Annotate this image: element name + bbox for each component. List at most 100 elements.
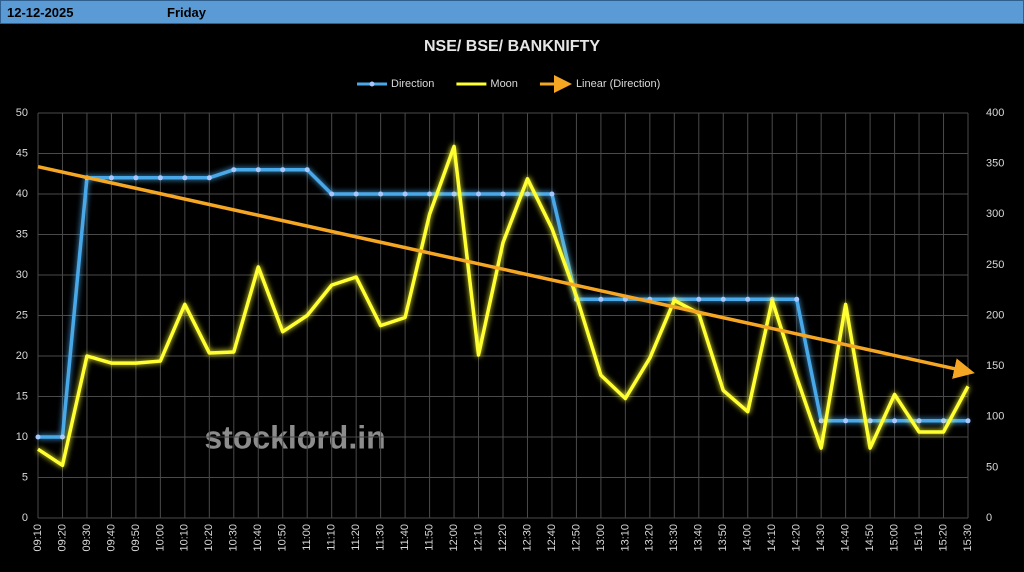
x-tick-label: 12:30: [521, 524, 533, 552]
x-tick-label: 13:10: [619, 524, 631, 552]
legend-label: Direction: [391, 78, 434, 90]
x-tick-label: 09:30: [81, 524, 93, 552]
y-tick-label: 5: [22, 471, 28, 483]
x-tick-label: 13:00: [595, 524, 607, 552]
series-marker: [182, 175, 188, 181]
series-marker: [941, 418, 947, 424]
series-marker: [843, 418, 849, 424]
x-tick-label: 11:00: [301, 524, 313, 551]
series-marker: [476, 191, 482, 197]
legend: Direction Moon Linear (Direction): [357, 75, 660, 93]
chart-title: NSE/ BSE/ BANKNIFTY: [424, 38, 600, 55]
x-tick-label: 09:40: [105, 524, 117, 552]
x-tick-label: 14:10: [766, 524, 778, 552]
series-marker: [206, 175, 212, 181]
x-tick-label: 10:20: [203, 524, 215, 552]
series-marker: [231, 167, 237, 173]
x-tick-label: 11:20: [350, 524, 362, 551]
x-tick-label: 11:30: [375, 524, 387, 551]
series-marker: [280, 167, 286, 173]
chart: NSE/ BSE/ BANKNIFTY stocklord.in 0510152…: [16, 38, 1005, 552]
x-tick-label: 11:40: [399, 524, 411, 551]
x-tick-label: 14:50: [864, 524, 876, 552]
series-marker: [451, 191, 457, 197]
y2-tick-label: 100: [986, 411, 1004, 423]
header-bar: 12-12-2025 Friday: [0, 0, 1024, 24]
series-marker: [157, 175, 163, 181]
x-tick-label: 12:40: [546, 524, 558, 552]
trendline: [37, 165, 975, 379]
y2-tick-label: 150: [986, 360, 1004, 372]
series-marker: [598, 296, 604, 302]
x-tick-label: 10:40: [252, 524, 264, 552]
series-line: [37, 144, 970, 468]
x-tick-label: 15:00: [888, 524, 900, 552]
y-tick-label: 50: [16, 107, 28, 119]
series-marker: [427, 191, 433, 197]
x-tick-label: 15:30: [962, 524, 974, 552]
x-tick-label: 12:00: [448, 524, 460, 552]
y2-tick-label: 300: [986, 208, 1004, 220]
series-marker: [35, 434, 41, 440]
date: 12-12-2025: [7, 5, 74, 20]
x-tick-label: 13:20: [644, 524, 656, 552]
x-tick-label: 14:40: [840, 524, 852, 552]
series-marker: [133, 175, 139, 181]
y-tick-label: 0: [22, 512, 28, 524]
x-tick-label: 15:10: [913, 524, 925, 552]
series-marker: [818, 418, 824, 424]
y-tick-label: 35: [16, 228, 28, 240]
series-marker: [965, 418, 971, 424]
series-marker: [304, 167, 310, 173]
y2-tick-label: 250: [986, 259, 1004, 271]
x-tick-label: 12:10: [472, 524, 484, 552]
series-marker: [353, 191, 359, 197]
x-tick-label: 10:00: [154, 524, 166, 552]
x-tick-label: 14:30: [815, 524, 827, 552]
x-tick-label: 10:50: [277, 524, 289, 552]
x-tick-label: 15:20: [937, 524, 949, 552]
series-marker: [255, 167, 261, 173]
series-marker: [745, 296, 751, 302]
series-marker: [867, 418, 873, 424]
x-tick-label: 10:10: [179, 524, 191, 552]
legend-label: Linear (Direction): [576, 78, 660, 90]
series-marker: [524, 191, 530, 197]
y-tick-label: 10: [16, 431, 28, 443]
x-tick-label: 09:10: [32, 524, 44, 552]
y2-tick-label: 350: [986, 158, 1004, 170]
series-marker: [720, 296, 726, 302]
y2-tick-label: 50: [986, 461, 998, 473]
x-tick-label: 14:00: [742, 524, 754, 552]
x-tick-label: 12:20: [497, 524, 509, 552]
series-marker: [329, 191, 335, 197]
x-tick-label: 14:20: [791, 524, 803, 552]
series-marker: [59, 434, 65, 440]
y-tick-label: 20: [16, 350, 28, 362]
series-marker: [108, 175, 114, 181]
x-tick-label: 11:50: [423, 524, 435, 551]
x-tick-label: 12:50: [570, 524, 582, 552]
x-tick-label: 13:30: [668, 524, 680, 552]
y2-tick-label: 0: [986, 512, 992, 524]
series-marker: [500, 191, 506, 197]
series-marker: [892, 418, 898, 424]
day: Friday: [167, 5, 207, 20]
y-tick-label: 15: [16, 390, 28, 402]
y2-tick-label: 400: [986, 107, 1004, 119]
y-tick-label: 30: [16, 269, 28, 281]
series-marker: [549, 191, 555, 197]
series-marker: [794, 296, 800, 302]
series-marker: [402, 191, 408, 197]
x-tick-label: 10:30: [228, 524, 240, 552]
x-tick-label: 09:50: [130, 524, 142, 552]
y-tick-label: 25: [16, 309, 28, 321]
series-marker: [916, 418, 922, 424]
series-marker: [378, 191, 384, 197]
x-tick-label: 13:50: [717, 524, 729, 552]
x-tick-label: 09:20: [56, 524, 68, 552]
series-marker: [696, 296, 702, 302]
legend-marker: [369, 81, 375, 87]
x-tick-label: 13:40: [693, 524, 705, 552]
